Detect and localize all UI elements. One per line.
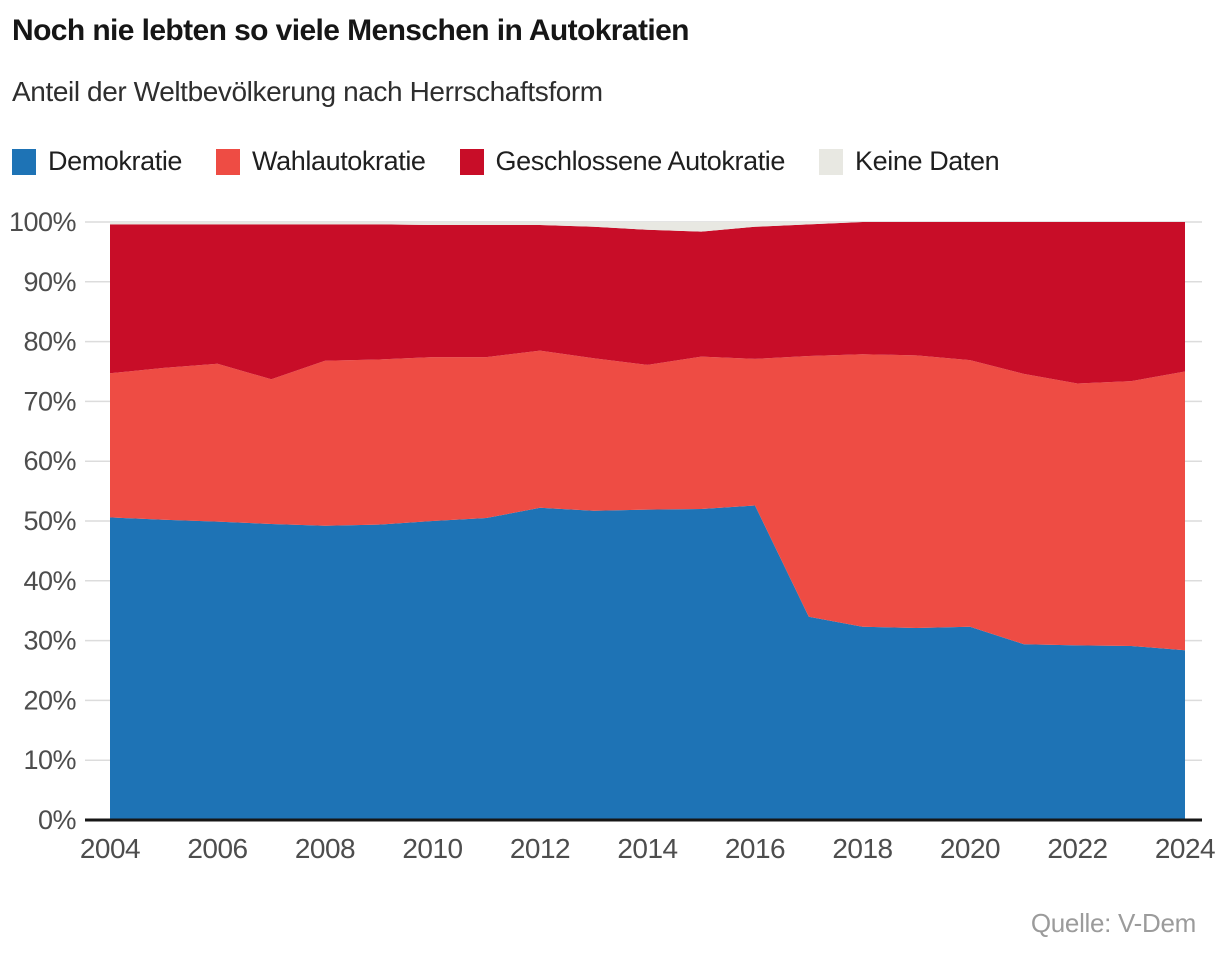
x-tick-label-2018: 2018 (832, 833, 892, 864)
legend-swatch-keine-daten (819, 148, 844, 175)
y-tick-label-20: 20% (23, 685, 76, 715)
legend-item-geschlossene-autokratie: Geschlossene Autokratie (459, 146, 786, 177)
x-tick-label-2006: 2006 (187, 833, 247, 864)
legend-item-demokratie: Demokratie (12, 146, 182, 177)
y-tick-label-40: 40% (23, 566, 76, 596)
area-demokratie (110, 505, 1185, 820)
area-keine-daten (110, 222, 1185, 232)
legend-label-demokratie: Demokratie (48, 146, 183, 176)
legend-swatch-demokratie (12, 148, 36, 175)
legend-swatch-wahlautokratie (216, 148, 241, 175)
x-tick-label-2024: 2024 (1155, 833, 1215, 864)
x-tick-label-2016: 2016 (725, 833, 785, 864)
chart-subtitle: Anteil der Weltbevölkerung nach Herrscha… (12, 76, 603, 107)
x-tick-label-2004: 2004 (80, 833, 140, 864)
area-geschlossene-autokratie (110, 222, 1185, 384)
legend-label-geschlossene-autokratie: Geschlossene Autokratie (495, 146, 786, 176)
y-tick-label-0: 0% (38, 805, 77, 835)
x-tick-label-2020: 2020 (940, 833, 1000, 864)
y-tick-label-70: 70% (23, 386, 76, 416)
legend-swatch-geschlossene-autokratie (459, 148, 484, 175)
legend: Demokratie Wahlautokratie Geschlossene Aut… (12, 146, 1000, 177)
y-tick-label-10: 10% (23, 745, 76, 775)
y-tick-label-100: 100% (9, 207, 77, 237)
legend-item-keine-daten: Keine Daten (819, 146, 1000, 177)
x-tick-label-2014: 2014 (617, 833, 677, 864)
source-note: Quelle: V-Dem (1030, 908, 1196, 938)
x-tick-label-2008: 2008 (295, 833, 355, 864)
x-tick-label-2012: 2012 (510, 833, 570, 864)
y-tick-label-30: 30% (23, 626, 76, 656)
x-tick-label-2022: 2022 (1047, 833, 1107, 864)
area-wahlautokratie (110, 350, 1185, 651)
chart-title: Noch nie lebten so viele Menschen in Aut… (12, 14, 690, 47)
legend-label-keine-daten: Keine Daten (855, 146, 1000, 176)
y-tick-label-60: 60% (23, 446, 76, 476)
y-tick-label-90: 90% (23, 267, 76, 297)
y-tick-label-80: 80% (23, 327, 76, 357)
legend-item-wahlautokratie: Wahlautokratie (216, 146, 426, 177)
legend-label-wahlautokratie: Wahlautokratie (252, 146, 426, 176)
y-tick-label-50: 50% (23, 506, 76, 536)
x-tick-label-2010: 2010 (402, 833, 462, 864)
